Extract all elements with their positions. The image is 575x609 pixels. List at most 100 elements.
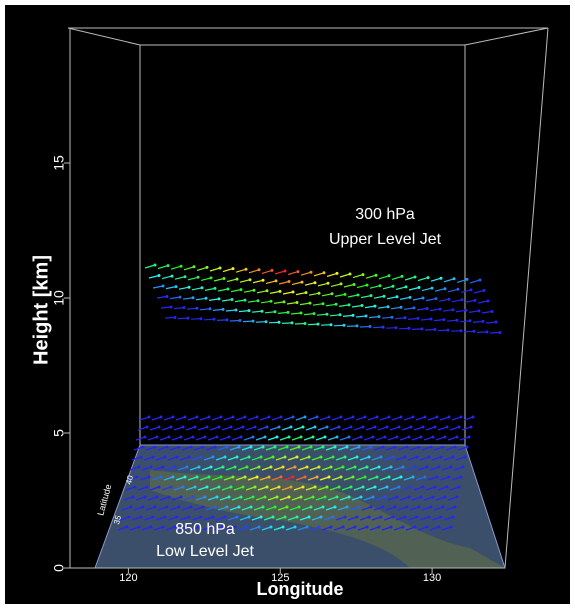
vector-head [452,308,455,311]
vector-head [188,286,191,289]
vector-head [182,486,185,489]
x-tick-label: 125 [271,572,289,584]
vector-head [412,476,415,479]
vector-head [431,287,434,290]
vector-head [457,288,460,291]
vector-head [172,476,175,479]
vector-head [158,486,161,489]
vector-head [284,456,287,459]
vector-head [252,436,255,439]
vector [438,330,448,331]
vector-head [365,315,368,318]
vector-head [188,456,191,459]
vector [321,325,331,326]
vector-head [304,322,307,325]
vector-head [416,456,419,459]
vector-head [291,321,294,324]
vector-head [240,288,243,291]
vector-head [324,436,327,439]
vector-head [420,436,423,439]
vector-head [128,516,131,519]
vector-head [440,277,443,280]
vector-head [370,506,373,509]
vector-head [306,526,309,529]
vector-head [154,264,157,267]
vector-head [287,311,290,314]
vector-head [468,436,471,439]
vector-head [208,476,211,479]
vector-head [168,436,171,439]
vector-head [167,264,170,267]
vector-head [310,271,313,274]
vector-head [174,316,177,319]
vector-head [245,268,248,271]
vector-head [358,506,361,509]
vector-head [416,516,419,519]
vector-head [450,466,453,469]
vector-head [314,486,317,489]
annotation: Low Level Jet [156,543,254,560]
y-tick-label: 5 [51,429,67,437]
vector-head [182,426,185,429]
vector-head [206,266,209,269]
vector-head [213,318,216,321]
vector-head [178,506,181,509]
vector-head [290,426,293,429]
vector-head [335,303,338,306]
vector-head [374,305,377,308]
vector-head [235,309,238,312]
vector-head [224,456,227,459]
vector [295,324,305,325]
vector-head [268,476,271,479]
vector-head [172,416,175,419]
vector-head [204,496,207,499]
vector-head [192,436,195,439]
vector-head [276,436,279,439]
vector-head [390,466,393,469]
vector-head [194,486,197,489]
vector-head [176,516,179,519]
vector-head [427,276,430,279]
vector-head [250,506,253,509]
vector-head [238,446,241,449]
vector-head [336,496,339,499]
vector-head [300,496,303,499]
x-axis-label: Longitude [257,579,344,599]
vector-head [162,466,165,469]
vector-head [392,456,395,459]
vector-head [230,486,233,489]
vector-head [205,297,208,300]
vector-head [154,446,157,449]
vector-head [428,456,431,459]
vector-head [332,456,335,459]
vector-head [146,486,149,489]
vector-head [328,416,331,419]
vector-head [479,279,482,282]
vector-head [342,526,345,529]
vector-head [196,416,199,419]
vector-head [400,306,403,309]
vector-head [296,301,299,304]
vector-head [370,294,373,297]
vector-head [296,516,299,519]
page: Height [km] Longitude Latitude 300 hPa U… [0,0,575,609]
vector-head [196,307,199,310]
vector-head [354,526,357,529]
vector-head [264,496,267,499]
vector-head [284,516,287,519]
vector-head [380,516,383,519]
vector-head [274,310,277,313]
vector-head [278,321,281,324]
vector-head [257,299,260,302]
vector-head [447,329,450,332]
vector-head [262,279,265,282]
vector-head [158,426,161,429]
vector-head [138,466,141,469]
vector-head [343,324,346,327]
vector-head [334,506,337,509]
vector-head [440,456,443,459]
vector-head [278,486,281,489]
vector-head [317,323,320,326]
vector-head [297,270,300,273]
vector-head [413,306,416,309]
